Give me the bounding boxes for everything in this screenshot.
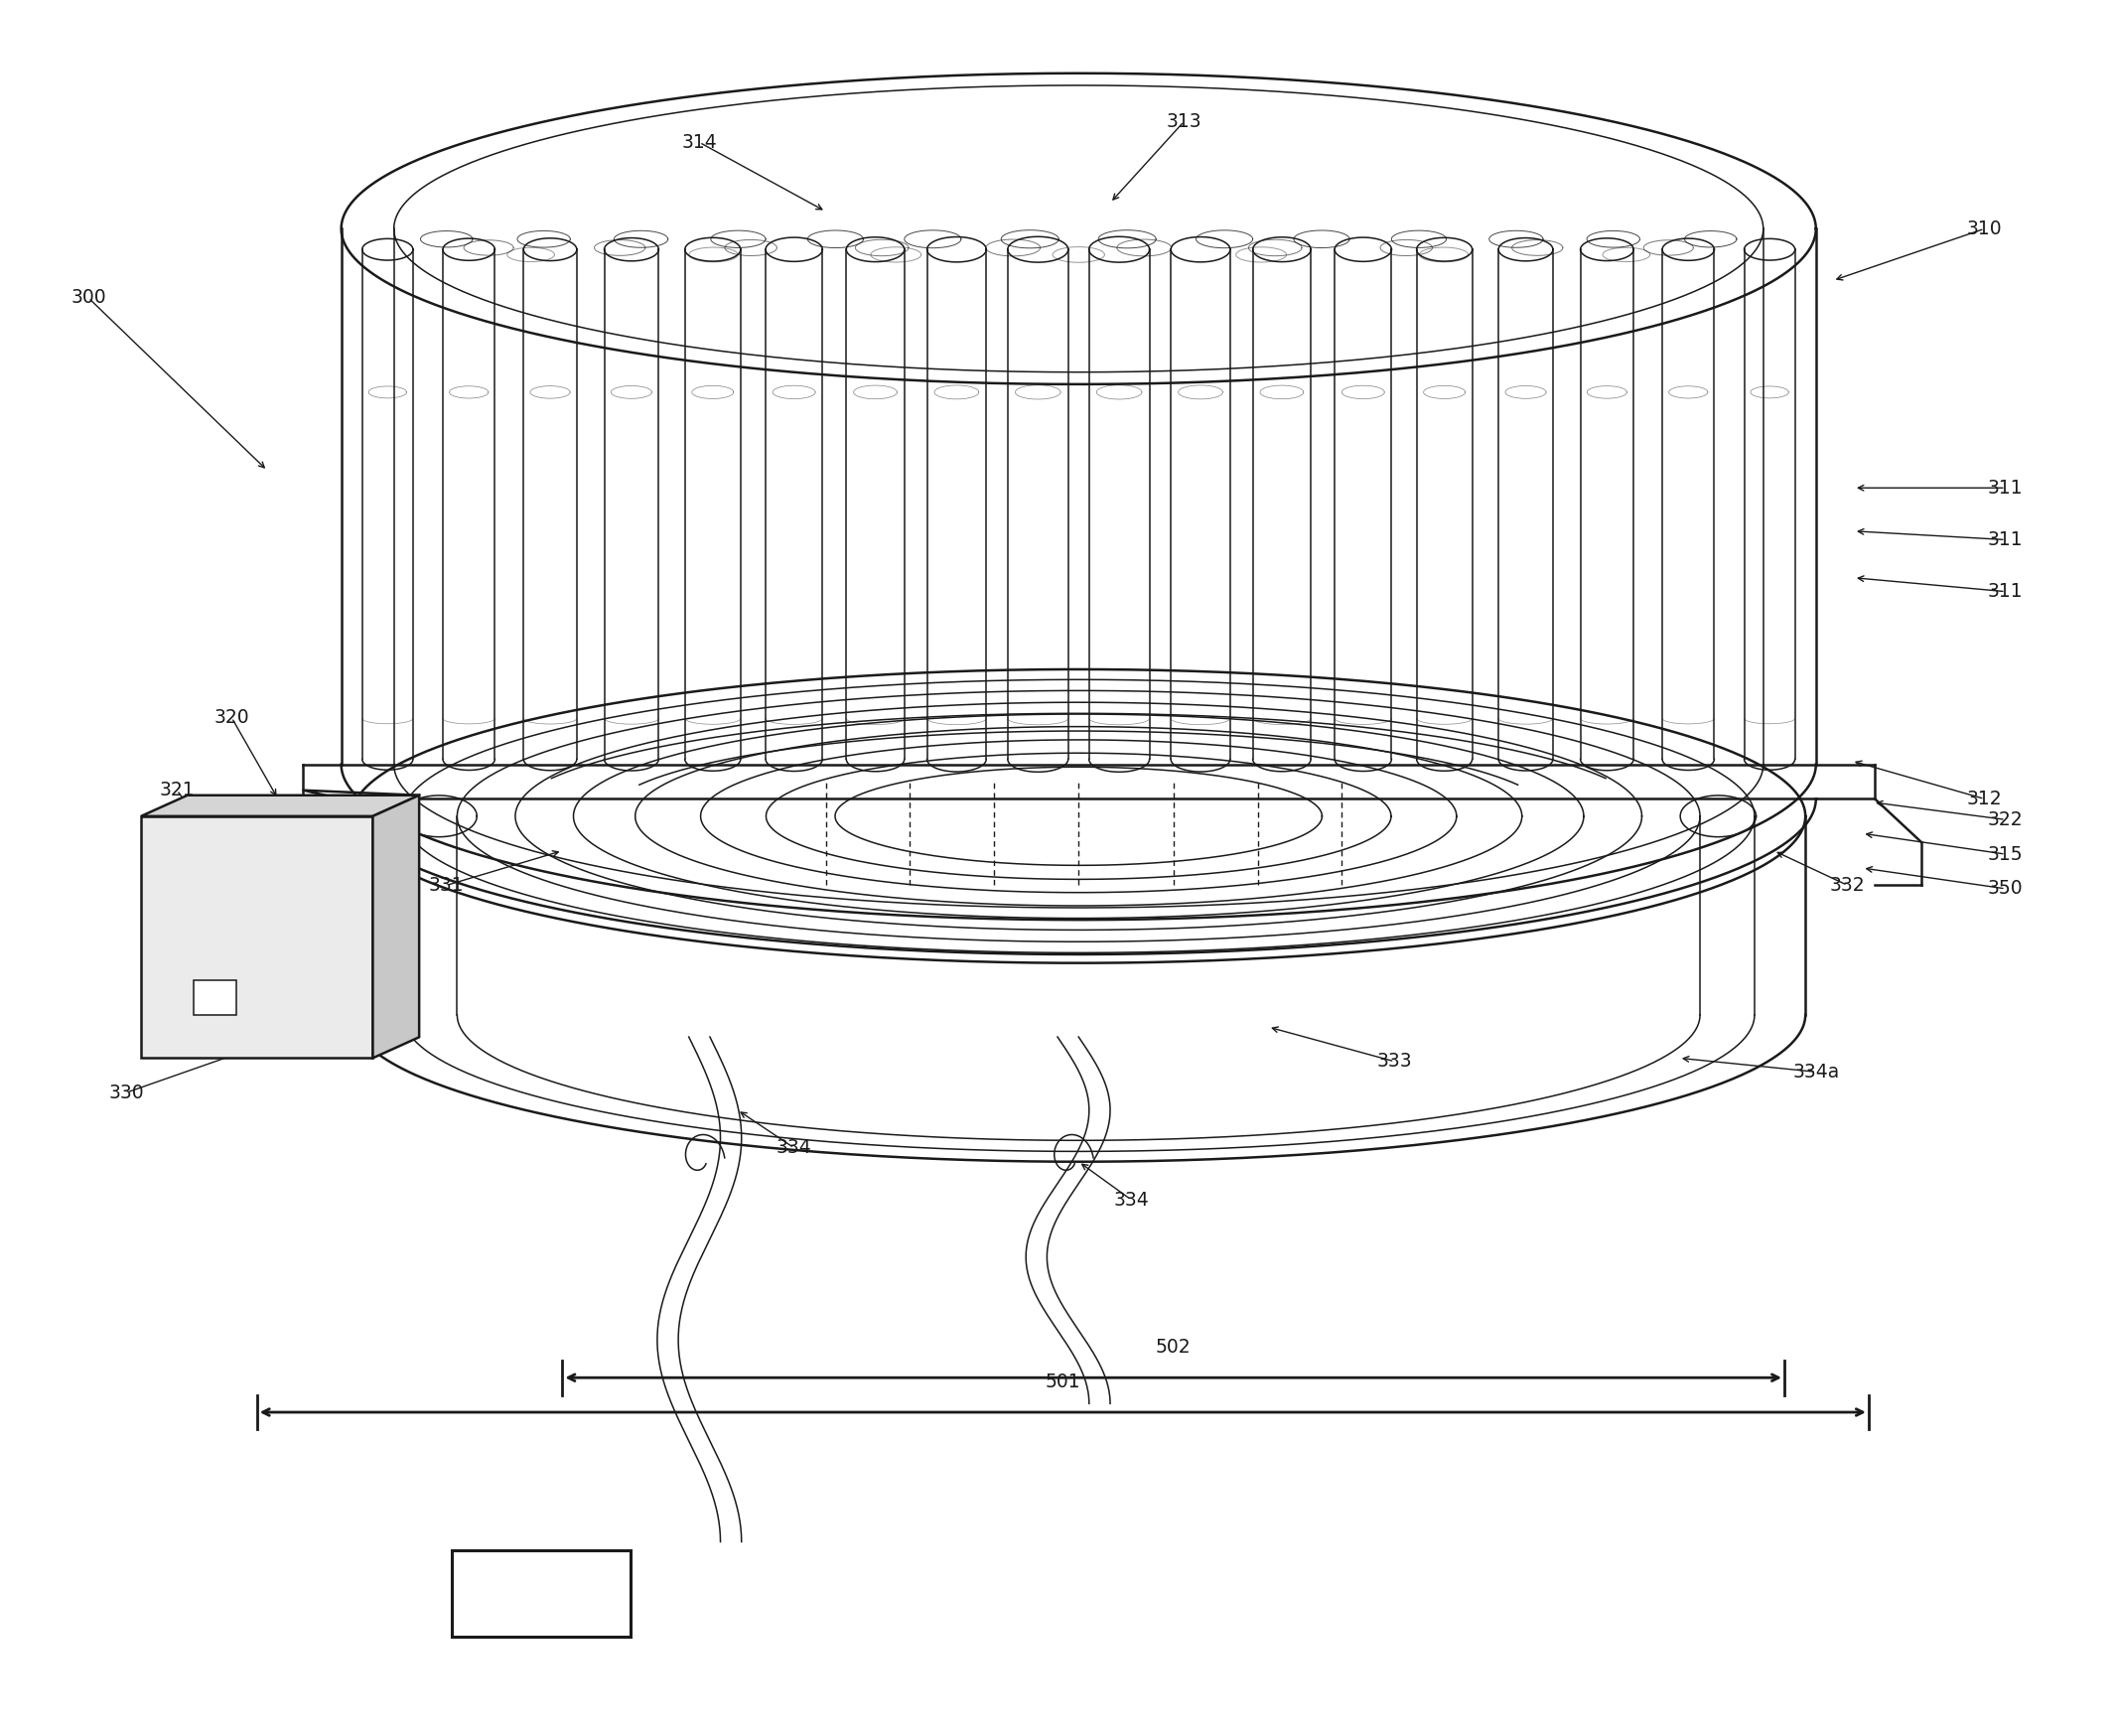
Text: 321: 321	[159, 781, 195, 800]
Text: 331: 331	[429, 877, 463, 894]
Text: 337: 337	[520, 1583, 563, 1604]
Text: 334: 334	[776, 1139, 812, 1158]
Text: 311: 311	[1988, 582, 2024, 601]
Bar	[453, 1550, 630, 1637]
Bar	[142, 816, 372, 1057]
Text: 312: 312	[1967, 790, 2003, 809]
Text: 313: 313	[1165, 113, 1201, 130]
Text: 311: 311	[1988, 479, 2024, 496]
Text: 322: 322	[1988, 811, 2024, 830]
Text: 314: 314	[681, 134, 717, 151]
Text: 310: 310	[1967, 219, 2003, 238]
Text: 320: 320	[214, 708, 250, 727]
Bar	[195, 981, 237, 1016]
Text: 332: 332	[1829, 877, 1865, 894]
Text: 315: 315	[1988, 845, 2024, 863]
Text: 333: 333	[1377, 1052, 1413, 1071]
Polygon shape	[142, 795, 419, 816]
Text: 502: 502	[1155, 1338, 1191, 1358]
Text: 501: 501	[1045, 1373, 1081, 1392]
Text: 350: 350	[1988, 880, 2024, 898]
Text: 334a: 334a	[1794, 1062, 1840, 1082]
Text: 300: 300	[70, 288, 106, 307]
Text: 311: 311	[1988, 529, 2024, 549]
Text: 330: 330	[108, 1083, 144, 1102]
Text: 334: 334	[1112, 1191, 1148, 1210]
Polygon shape	[372, 795, 419, 1057]
